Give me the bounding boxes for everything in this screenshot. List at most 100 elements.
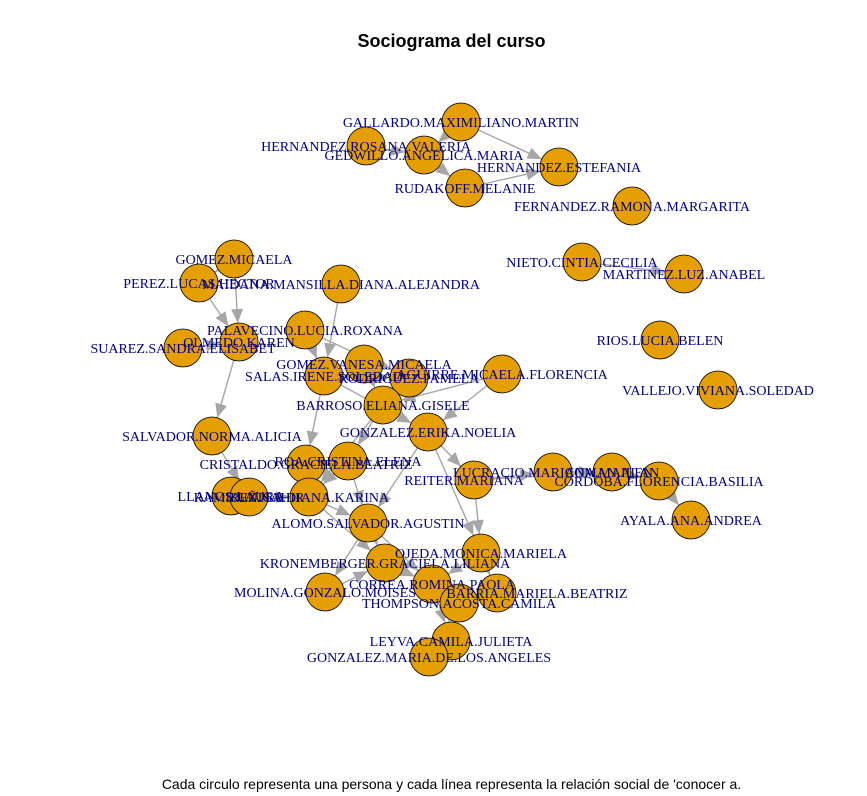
node-label-ojeda: OJEDA.MONICA.MARIELA: [395, 547, 568, 562]
node-label-suarez: SUAREZ.SANDRA.ELISABET: [90, 342, 276, 357]
node-label-salas: SALAS.IRENE.SOLEDAD: [245, 370, 403, 385]
node-label-hernandez_e: HERNANDEZ.ESTEFANIA: [477, 161, 642, 176]
node-label-alomo: ALOMO.SALVADOR.AGUSTIN: [272, 517, 465, 532]
arrowhead-reiter-coman: [578, 467, 594, 480]
node-rudakoff: [445, 168, 485, 208]
chart-caption: Cada circulo representa una persona y ca…: [161, 776, 742, 792]
arrowhead-reiter-ojeda: [471, 519, 484, 535]
node-perez: [179, 263, 219, 303]
arrowhead-gonzalez_e-reiter: [446, 452, 461, 467]
arrowhead-gonzalez_e-ojeda: [462, 520, 474, 536]
arrowhead-hernandez_r-gedwillo: [390, 144, 406, 156]
node-label-roa: ROA.CRISTINA.ELENA: [275, 455, 423, 470]
node-label-ramirez: RAMIREZ.NAHIR: [194, 491, 305, 506]
node-label-rodriguez: RODRIGUEZ.PAMELA: [339, 372, 481, 387]
sociogram-network: GALLARDO.MAXIMILIANO.MARTIN HERNANDEZ.ROS…: [90, 102, 814, 677]
node-gedwillo: [404, 135, 444, 175]
node-label-rudakoff: RUDAKOFF.MELANIE: [395, 182, 536, 197]
node-mansilla: [321, 264, 361, 304]
node-label-leyva: LEYVA.CAMILA.JULIETA: [370, 635, 534, 650]
node-salvador: [192, 416, 232, 456]
node-label-vallejo: VALLEJO.VIVIANA.SOLEDAD: [622, 384, 814, 399]
arrowhead-suarez-olmedo: [205, 339, 221, 352]
node-hernandez_e: [539, 147, 579, 187]
arrowhead-olmedo-salvador: [215, 402, 227, 418]
node-label-palavecino: PALAVECINO.LUCIA.ROXANA: [207, 324, 404, 339]
arrowhead-barroso-roa: [358, 429, 371, 445]
node-salas: [304, 356, 344, 396]
node-suarez: [163, 328, 203, 368]
node-olmedo: [219, 322, 259, 362]
node-label-gonzalez_e: GONZALEZ.ERIKA.NOELIA: [340, 426, 517, 441]
arrowhead-zuniga-kronemberger: [356, 536, 371, 551]
arrowhead-gallardo-gedwillo: [438, 128, 453, 143]
node-martinez: [664, 254, 704, 294]
arrowhead-gonzalez_e-alomo: [378, 492, 392, 508]
node-label-lucracio: LUCRACIO.MARIANA.MAILEN: [453, 466, 653, 481]
node-label-barria: BARRIA.MARIELA.BEATRIZ: [446, 587, 627, 602]
arrowhead-perez-olmedo: [215, 311, 229, 327]
node-label-hernandez_r: HERNANDEZ.ROSANA.VALERIA: [261, 140, 472, 155]
arrowhead-nieto-martinez: [650, 264, 666, 277]
node-barria: [477, 573, 517, 613]
node-coman: [592, 452, 632, 492]
node-gomez_m: [214, 239, 254, 279]
node-kronemberger: [365, 543, 405, 583]
node-label-zuniga: ZUÑIGA.DIANA.KARINA: [229, 490, 390, 506]
node-label-nieto: NIETO.CINTIA.CECILIA: [506, 256, 658, 271]
arrowhead-salas-gonzalez_e: [396, 411, 412, 423]
node-label-gallardo: GALLARDO.MAXIMILIANO.MARTIN: [343, 116, 579, 131]
node-nieto: [562, 242, 602, 282]
arrowhead-zuniga-alomo: [335, 504, 351, 516]
node-roa: [328, 441, 368, 481]
node-label-fernandez: FERNANDEZ.RAMONA.MARGARITA: [514, 200, 751, 215]
arrowhead-molina-kronemberger: [352, 571, 368, 583]
arrowhead-aguirre-gonzalez_e: [442, 406, 458, 421]
node-rios: [640, 320, 680, 360]
node-label-kronemberger: KRONEMBERGER.GRACIELA.LILIANA: [260, 557, 511, 572]
node-molina: [305, 572, 345, 612]
node-hernandez_r: [346, 126, 386, 166]
node-label-reiter: REITER.MARIANA: [404, 474, 524, 489]
node-aguirre: [482, 354, 522, 394]
node-gomez_v: [344, 344, 384, 384]
node-ojeda: [461, 533, 501, 573]
node-label-mansilla: MAIDANA.MANSILLA.DIANA.ALEJANDRA: [202, 278, 481, 293]
node-label-gomez_m: GOMEZ.MICAELA: [175, 253, 293, 268]
node-label-olmedo: OLMEDO.KAREN: [183, 336, 295, 351]
node-reiter: [454, 460, 494, 500]
arrowhead-gallardo-hernandez_e: [526, 147, 542, 160]
node-ramirez: [229, 477, 269, 517]
node-label-thompson: THOMPSON.ACOSTA.CAMILA: [362, 597, 557, 612]
arrowhead-ramirez-zuniga: [276, 491, 290, 503]
node-label-molina: MOLINA.GONZALO.MOISES: [234, 586, 416, 601]
arrowhead-reiter-lucracio: [519, 469, 535, 482]
arrowhead-ojeda-correa: [448, 561, 464, 574]
node-layer: [163, 102, 738, 677]
arrowhead-gomez_m-olmedo: [231, 308, 244, 324]
arrowhead-rudakoff-hernandez_e: [525, 168, 541, 181]
node-thompson: [439, 583, 479, 623]
node-label-aguirre: AGUIRRE.MICAELA.FLORENCIA: [396, 368, 608, 383]
node-zuniga: [289, 477, 329, 517]
node-label-coman: COMAN.ALAN: [565, 466, 660, 481]
node-gonzalez_e: [408, 412, 448, 452]
node-lucracio: [533, 452, 573, 492]
node-alomo: [348, 503, 388, 543]
arrowhead-alomo-molina: [335, 560, 348, 576]
node-label-correa: CORREA.ROMINA.PAOLA: [349, 578, 516, 593]
arrowhead-salvador-ramirez: [226, 465, 240, 481]
node-label-martinez: MARTINEZ.LUZ.ANABEL: [603, 268, 765, 283]
node-label-ayala: AYALA.ANA.ANDREA: [620, 514, 763, 529]
chart-title: Sociograma del curso: [357, 31, 546, 51]
node-rodriguez: [389, 358, 429, 398]
node-label-gomez_v: GOMEZ.VANESA.MICAELA: [276, 358, 452, 373]
node-label-gonzalez_m: GONZALEZ.MARIA.DE.LOS.ANGELES: [307, 651, 551, 666]
node-ayala: [671, 500, 711, 540]
label-layer: GALLARDO.MAXIMILIANO.MARTIN HERNANDEZ.ROS…: [90, 116, 813, 666]
node-label-salvador: SALVADOR.NORMA.ALICIA: [122, 430, 303, 445]
node-label-perez: PEREZ.LUCAS.HECTOR: [123, 277, 275, 292]
arrowhead-roa-alomo: [352, 489, 364, 505]
node-gallardo: [441, 102, 481, 142]
node-label-gedwillo: GEDWILLO.ANGELICA.MARIA: [324, 149, 524, 164]
